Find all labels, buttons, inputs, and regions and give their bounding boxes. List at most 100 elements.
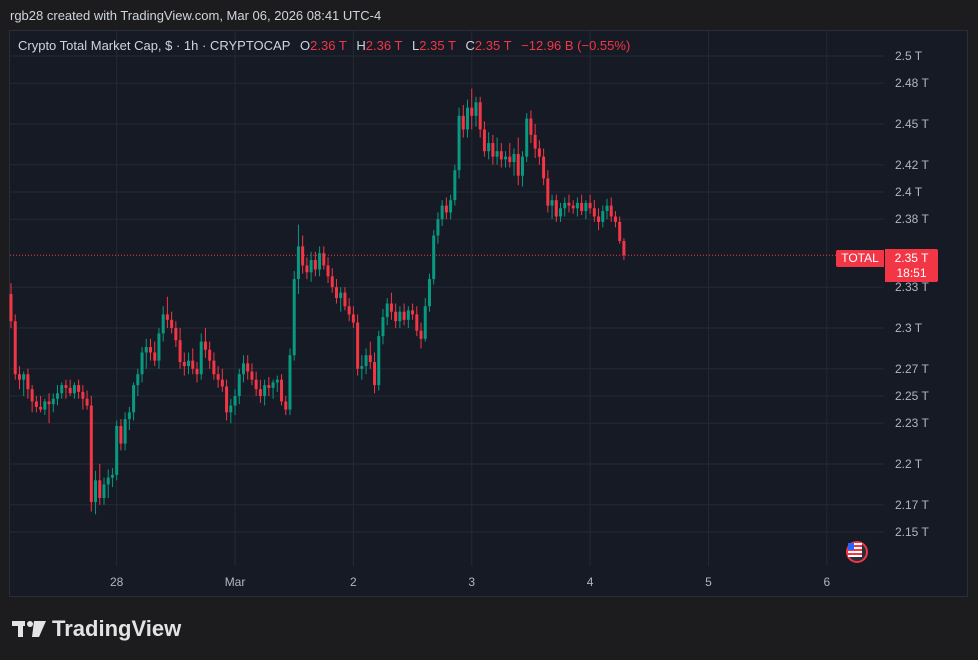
candle-body bbox=[584, 202, 588, 212]
candle-body bbox=[567, 202, 571, 206]
candle-body bbox=[123, 419, 127, 444]
candle-body bbox=[613, 216, 617, 222]
candle-body bbox=[102, 484, 106, 498]
candle-body bbox=[525, 118, 529, 157]
candle-body bbox=[153, 352, 157, 361]
candle-body bbox=[466, 107, 470, 130]
x-tick-label: 28 bbox=[110, 575, 124, 589]
candle-body bbox=[127, 412, 131, 420]
legend-high-label: H bbox=[356, 38, 366, 53]
candle-body bbox=[132, 385, 136, 413]
candle-body bbox=[288, 355, 292, 410]
candle-body bbox=[216, 374, 220, 380]
y-tick-label: 2.3 T bbox=[895, 321, 923, 335]
last-price-value: 2.35 T bbox=[894, 251, 929, 265]
candle-body bbox=[39, 406, 43, 410]
candle-body bbox=[77, 385, 81, 392]
candle-body bbox=[47, 401, 51, 405]
candle-body bbox=[144, 347, 148, 353]
y-tick-label: 2.42 T bbox=[895, 158, 929, 172]
candle-body bbox=[559, 208, 563, 217]
candle-body bbox=[34, 401, 38, 407]
candle-body bbox=[119, 425, 123, 444]
candle-body bbox=[64, 385, 68, 388]
candle-body bbox=[470, 107, 474, 116]
candle-body bbox=[537, 148, 541, 157]
y-tick-label: 2.15 T bbox=[895, 525, 929, 539]
tradingview-logo[interactable]: TradingView bbox=[12, 616, 181, 642]
candle-body bbox=[546, 178, 550, 206]
candle-body bbox=[68, 387, 72, 394]
candle-body bbox=[330, 276, 334, 288]
candle-body bbox=[347, 306, 351, 315]
candle-body bbox=[292, 279, 296, 356]
candle-body bbox=[212, 360, 216, 375]
candle-body bbox=[322, 253, 326, 266]
candle-body bbox=[165, 314, 169, 320]
candle-body bbox=[195, 368, 199, 375]
candle-body bbox=[516, 153, 520, 176]
candle-body bbox=[571, 205, 575, 209]
legend-high-value: 2.36 T bbox=[365, 38, 403, 53]
candle-body bbox=[208, 349, 212, 361]
tradingview-logo-icon bbox=[12, 621, 46, 637]
candle-body bbox=[225, 386, 229, 413]
candle-body bbox=[148, 347, 152, 353]
created-note: rgb28 created with TradingView.com, Mar … bbox=[10, 8, 382, 23]
y-tick-label: 2.4 T bbox=[895, 185, 923, 199]
candle-body bbox=[191, 360, 195, 369]
candle-body bbox=[495, 151, 499, 157]
candle-body bbox=[444, 205, 448, 213]
candle-body bbox=[580, 202, 584, 212]
candle-body bbox=[377, 336, 381, 386]
candle-body bbox=[474, 102, 478, 116]
candle-body bbox=[499, 151, 503, 160]
candle-body bbox=[13, 321, 17, 375]
candle-body bbox=[423, 306, 427, 339]
candle-body bbox=[170, 319, 174, 328]
candle-body bbox=[427, 279, 431, 307]
x-tick-label: 5 bbox=[705, 575, 712, 589]
candle-body bbox=[339, 292, 343, 299]
x-tick-label: 6 bbox=[823, 575, 830, 589]
candle-body bbox=[440, 205, 444, 220]
candle-body bbox=[115, 425, 119, 475]
candle-body bbox=[203, 341, 207, 350]
candle-body bbox=[178, 340, 182, 362]
candle-body bbox=[220, 379, 224, 387]
legend-open-value: 2.36 T bbox=[310, 38, 347, 53]
candle-body bbox=[351, 314, 355, 323]
candle-body bbox=[453, 170, 457, 201]
candle-body bbox=[550, 200, 554, 206]
candle-body bbox=[601, 211, 605, 222]
candle-body bbox=[106, 477, 110, 485]
candle-body bbox=[520, 156, 524, 176]
us-flag-icon[interactable] bbox=[846, 541, 868, 563]
y-tick-label: 2.38 T bbox=[895, 212, 929, 226]
bar-countdown: 18:51 bbox=[896, 266, 927, 280]
candle-body bbox=[275, 379, 279, 383]
candle-body bbox=[394, 311, 398, 322]
legend-change: −12.96 B (−0.55%) bbox=[521, 38, 631, 53]
legend-open-label: O bbox=[300, 38, 311, 53]
candle-body bbox=[55, 393, 59, 399]
x-tick-label: 4 bbox=[587, 575, 594, 589]
candle-body bbox=[98, 480, 102, 498]
candle-body bbox=[563, 202, 567, 209]
candle-body bbox=[89, 405, 93, 503]
candle-body bbox=[157, 333, 161, 361]
candle-body bbox=[305, 265, 309, 273]
candle-body bbox=[373, 362, 377, 386]
x-tick-label: 2 bbox=[350, 575, 357, 589]
candle-body bbox=[368, 355, 372, 362]
candle-body bbox=[309, 260, 313, 273]
candle-body bbox=[161, 314, 165, 334]
y-tick-label: 2.17 T bbox=[895, 498, 929, 512]
y-tick-label: 2.2 T bbox=[895, 457, 923, 471]
candle-body bbox=[174, 328, 178, 341]
candle-body bbox=[487, 143, 491, 152]
legend-symbol: Crypto Total Market Cap, $ · 1h · CRYPTO… bbox=[18, 38, 291, 53]
candle-body bbox=[94, 480, 98, 503]
legend-low-label: L bbox=[412, 38, 420, 53]
